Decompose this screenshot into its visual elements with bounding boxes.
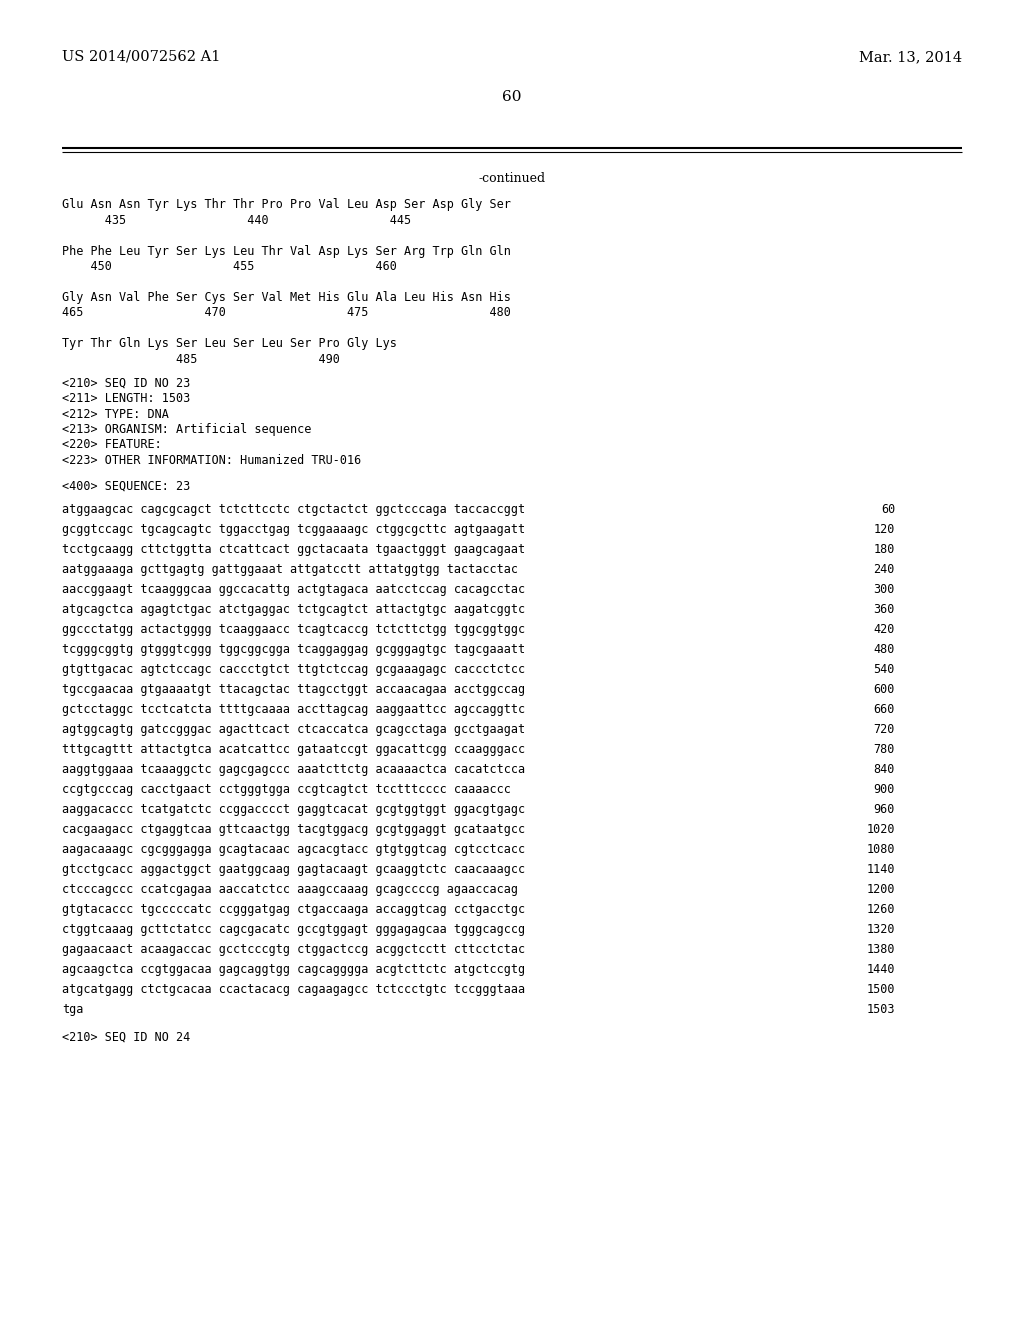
Text: 960: 960 [873,803,895,816]
Text: atgcatgagg ctctgcacaa ccactacacg cagaagagcc tctccctgtc tccgggtaaa: atgcatgagg ctctgcacaa ccactacacg cagaaga… [62,983,525,997]
Text: <213> ORGANISM: Artificial sequence: <213> ORGANISM: Artificial sequence [62,422,311,436]
Text: <210> SEQ ID NO 24: <210> SEQ ID NO 24 [62,1031,190,1044]
Text: 900: 900 [873,783,895,796]
Text: <223> OTHER INFORMATION: Humanized TRU-016: <223> OTHER INFORMATION: Humanized TRU-0… [62,454,361,467]
Text: tga: tga [62,1003,83,1016]
Text: 1260: 1260 [866,903,895,916]
Text: 360: 360 [873,603,895,616]
Text: 450                 455                 460: 450 455 460 [62,260,397,273]
Text: 420: 420 [873,623,895,636]
Text: 600: 600 [873,682,895,696]
Text: aaggtggaaa tcaaaggctc gagcgagccc aaatcttctg acaaaactca cacatctcca: aaggtggaaa tcaaaggctc gagcgagccc aaatctt… [62,763,525,776]
Text: tttgcagttt attactgtca acatcattcc gataatccgt ggacattcgg ccaagggacc: tttgcagttt attactgtca acatcattcc gataatc… [62,743,525,756]
Text: gagaacaact acaagaccac gcctcccgtg ctggactccg acggctcctt cttcctctac: gagaacaact acaagaccac gcctcccgtg ctggact… [62,942,525,956]
Text: 480: 480 [873,643,895,656]
Text: Gly Asn Val Phe Ser Cys Ser Val Met His Glu Ala Leu His Asn His: Gly Asn Val Phe Ser Cys Ser Val Met His … [62,290,511,304]
Text: Glu Asn Asn Tyr Lys Thr Thr Pro Pro Val Leu Asp Ser Asp Gly Ser: Glu Asn Asn Tyr Lys Thr Thr Pro Pro Val … [62,198,511,211]
Text: gctcctaggc tcctcatcta ttttgcaaaa accttagcag aaggaattcc agccaggttc: gctcctaggc tcctcatcta ttttgcaaaa accttag… [62,704,525,715]
Text: Tyr Thr Gln Lys Ser Leu Ser Leu Ser Pro Gly Lys: Tyr Thr Gln Lys Ser Leu Ser Leu Ser Pro … [62,338,397,351]
Text: 465                 470                 475                 480: 465 470 475 480 [62,306,511,319]
Text: <210> SEQ ID NO 23: <210> SEQ ID NO 23 [62,376,190,389]
Text: 1503: 1503 [866,1003,895,1016]
Text: 1200: 1200 [866,883,895,896]
Text: 300: 300 [873,583,895,597]
Text: 485                 490: 485 490 [62,352,340,366]
Text: 1320: 1320 [866,923,895,936]
Text: 840: 840 [873,763,895,776]
Text: agtggcagtg gatccgggac agacttcact ctcaccatca gcagcctaga gcctgaagat: agtggcagtg gatccgggac agacttcact ctcacca… [62,723,525,737]
Text: ccgtgcccag cacctgaact cctgggtgga ccgtcagtct tcctttcccc caaaaccc: ccgtgcccag cacctgaact cctgggtgga ccgtcag… [62,783,511,796]
Text: aagacaaagc cgcgggagga gcagtacaac agcacgtacc gtgtggtcag cgtcctcacc: aagacaaagc cgcgggagga gcagtacaac agcacgt… [62,843,525,855]
Text: 120: 120 [873,523,895,536]
Text: 540: 540 [873,663,895,676]
Text: gtcctgcacc aggactggct gaatggcaag gagtacaagt gcaaggtctc caacaaagcc: gtcctgcacc aggactggct gaatggcaag gagtaca… [62,863,525,876]
Text: tcctgcaagg cttctggtta ctcattcact ggctacaata tgaactgggt gaagcagaat: tcctgcaagg cttctggtta ctcattcact ggctaca… [62,543,525,556]
Text: agcaagctca ccgtggacaa gagcaggtgg cagcagggga acgtcttctc atgctccgtg: agcaagctca ccgtggacaa gagcaggtgg cagcagg… [62,964,525,975]
Text: gtgtacaccc tgcccccatc ccgggatgag ctgaccaaga accaggtcag cctgacctgc: gtgtacaccc tgcccccatc ccgggatgag ctgacca… [62,903,525,916]
Text: <212> TYPE: DNA: <212> TYPE: DNA [62,408,169,421]
Text: 1380: 1380 [866,942,895,956]
Text: 1140: 1140 [866,863,895,876]
Text: 60: 60 [881,503,895,516]
Text: 60: 60 [502,90,522,104]
Text: gcggtccagc tgcagcagtc tggacctgag tcggaaaagc ctggcgcttc agtgaagatt: gcggtccagc tgcagcagtc tggacctgag tcggaaa… [62,523,525,536]
Text: atgcagctca agagtctgac atctgaggac tctgcagtct attactgtgc aagatcggtc: atgcagctca agagtctgac atctgaggac tctgcag… [62,603,525,616]
Text: Phe Phe Leu Tyr Ser Lys Leu Thr Val Asp Lys Ser Arg Trp Gln Gln: Phe Phe Leu Tyr Ser Lys Leu Thr Val Asp … [62,244,511,257]
Text: cacgaagacc ctgaggtcaa gttcaactgg tacgtggacg gcgtggaggt gcataatgcc: cacgaagacc ctgaggtcaa gttcaactgg tacgtgg… [62,822,525,836]
Text: tgccgaacaa gtgaaaatgt ttacagctac ttagcctggt accaacagaa acctggccag: tgccgaacaa gtgaaaatgt ttacagctac ttagcct… [62,682,525,696]
Text: 240: 240 [873,564,895,576]
Text: atggaagcac cagcgcagct tctcttcctc ctgctactct ggctcccaga taccaccggt: atggaagcac cagcgcagct tctcttcctc ctgctac… [62,503,525,516]
Text: aaccggaagt tcaagggcaa ggccacattg actgtagaca aatcctccag cacagcctac: aaccggaagt tcaagggcaa ggccacattg actgtag… [62,583,525,597]
Text: 180: 180 [873,543,895,556]
Text: 1080: 1080 [866,843,895,855]
Text: 435                 440                 445: 435 440 445 [62,214,411,227]
Text: ggccctatgg actactgggg tcaaggaacc tcagtcaccg tctcttctgg tggcggtggc: ggccctatgg actactgggg tcaaggaacc tcagtca… [62,623,525,636]
Text: tcgggcggtg gtgggtcggg tggcggcgga tcaggaggag gcgggagtgc tagcgaaatt: tcgggcggtg gtgggtcggg tggcggcgga tcaggag… [62,643,525,656]
Text: ctcccagccc ccatcgagaa aaccatctcc aaagccaaag gcagccccg agaaccacag: ctcccagccc ccatcgagaa aaccatctcc aaagcca… [62,883,518,896]
Text: 1500: 1500 [866,983,895,997]
Text: ctggtcaaag gcttctatcc cagcgacatc gccgtggagt gggagagcaa tgggcagccg: ctggtcaaag gcttctatcc cagcgacatc gccgtgg… [62,923,525,936]
Text: 720: 720 [873,723,895,737]
Text: 660: 660 [873,704,895,715]
Text: Mar. 13, 2014: Mar. 13, 2014 [859,50,962,63]
Text: 1440: 1440 [866,964,895,975]
Text: US 2014/0072562 A1: US 2014/0072562 A1 [62,50,220,63]
Text: 1020: 1020 [866,822,895,836]
Text: <400> SEQUENCE: 23: <400> SEQUENCE: 23 [62,479,190,492]
Text: <211> LENGTH: 1503: <211> LENGTH: 1503 [62,392,190,405]
Text: aatggaaaga gcttgagtg gattggaaat attgatcctt attatggtgg tactacctac: aatggaaaga gcttgagtg gattggaaat attgatcc… [62,564,518,576]
Text: aaggacaccc tcatgatctc ccggacccct gaggtcacat gcgtggtggt ggacgtgagc: aaggacaccc tcatgatctc ccggacccct gaggtca… [62,803,525,816]
Text: gtgttgacac agtctccagc caccctgtct ttgtctccag gcgaaagagc caccctctcc: gtgttgacac agtctccagc caccctgtct ttgtctc… [62,663,525,676]
Text: <220> FEATURE:: <220> FEATURE: [62,438,162,451]
Text: 780: 780 [873,743,895,756]
Text: -continued: -continued [478,172,546,185]
